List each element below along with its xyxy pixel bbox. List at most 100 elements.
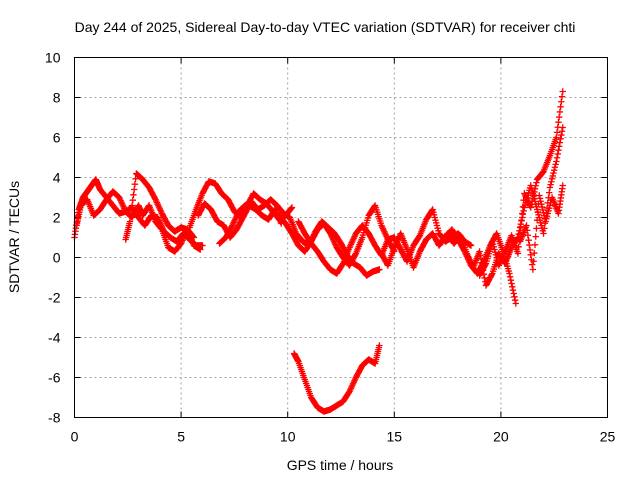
- data-point: [558, 131, 565, 139]
- series-track-i: [290, 342, 383, 415]
- data-point: [557, 103, 564, 111]
- series-track-c: [122, 170, 204, 253]
- data-point: [551, 164, 559, 171]
- data-point: [528, 198, 536, 205]
- data-point: [506, 273, 514, 281]
- y-tick-label: 2: [53, 210, 61, 226]
- data-point: [551, 166, 558, 174]
- data-point: [552, 161, 559, 168]
- y-tick-label: 0: [53, 250, 61, 266]
- data-point: [558, 93, 566, 100]
- data-point: [511, 293, 518, 301]
- data-point: [516, 224, 524, 231]
- series-track-m: [516, 182, 566, 273]
- data-point: [131, 180, 139, 188]
- y-axis-label: SDTVAR / TECUs: [6, 181, 22, 293]
- data-point: [555, 143, 563, 150]
- data-point: [511, 296, 519, 304]
- data-point: [529, 194, 537, 202]
- x-tick-label: 5: [177, 429, 185, 445]
- series-track-g: [275, 202, 398, 269]
- data-point: [127, 212, 134, 220]
- data-point: [540, 209, 547, 217]
- x-tick-label: 15: [387, 429, 403, 445]
- data-point: [531, 249, 538, 257]
- data-point: [526, 241, 533, 249]
- data-point: [482, 261, 489, 269]
- data-point: [197, 246, 204, 253]
- data-point: [553, 129, 561, 136]
- data-point: [548, 178, 555, 185]
- data-point: [546, 189, 553, 196]
- data-point: [554, 150, 561, 158]
- data-point: [523, 222, 530, 229]
- chart-title: Day 244 of 2025, Sidereal Day-to-day VTE…: [75, 19, 576, 35]
- data-point: [524, 232, 532, 239]
- data-point: [553, 158, 560, 165]
- data-point: [531, 241, 539, 249]
- y-tick-label: -4: [48, 330, 61, 346]
- y-tick-label: 10: [45, 50, 61, 66]
- data-point: [536, 192, 543, 199]
- data-point: [371, 203, 378, 210]
- data-point: [533, 179, 540, 186]
- data-point: [547, 181, 554, 188]
- x-axis-label: GPS time / hours: [287, 457, 394, 473]
- data-point: [288, 205, 295, 212]
- x-tick-label: 25: [600, 429, 616, 445]
- data-point: [477, 252, 484, 259]
- y-tick-label: 4: [53, 170, 61, 186]
- data-point: [527, 204, 534, 211]
- data-point: [533, 225, 540, 232]
- data-point: [559, 182, 566, 189]
- data-point: [515, 243, 522, 251]
- data-point: [525, 236, 532, 244]
- data-point: [549, 172, 556, 180]
- series-track-f: [216, 196, 383, 279]
- data-point: [477, 255, 485, 263]
- data-point: [199, 242, 206, 249]
- y-tick-label: -6: [48, 370, 61, 386]
- data-point: [555, 118, 562, 126]
- data-point: [556, 108, 564, 116]
- data-point: [555, 113, 563, 121]
- data-layer: [71, 88, 566, 415]
- data-point: [132, 175, 139, 183]
- x-tick-label: 20: [493, 429, 509, 445]
- data-point: [478, 259, 485, 267]
- data-point: [531, 188, 538, 196]
- data-point: [228, 223, 235, 231]
- data-point: [538, 200, 545, 208]
- data-point: [546, 184, 554, 191]
- data-point: [523, 227, 531, 234]
- data-point: [532, 233, 539, 240]
- data-point: [534, 208, 542, 216]
- data-point: [553, 134, 560, 141]
- data-point: [530, 191, 537, 199]
- data-point: [536, 195, 544, 202]
- data-point: [533, 216, 541, 224]
- data-point: [509, 286, 517, 294]
- data-point: [376, 266, 383, 273]
- series-track-b: [73, 188, 198, 255]
- data-point: [512, 300, 520, 307]
- data-point: [540, 230, 547, 237]
- data-point: [339, 261, 346, 268]
- data-point: [126, 218, 134, 225]
- data-point: [129, 196, 136, 204]
- data-point: [538, 203, 546, 211]
- data-point: [288, 204, 296, 211]
- data-point: [507, 276, 515, 284]
- y-tick-label: 6: [53, 130, 61, 146]
- y-tick-label: -2: [48, 290, 61, 306]
- data-point: [529, 266, 537, 273]
- x-tick-label: 10: [280, 429, 296, 445]
- data-point: [548, 175, 556, 183]
- data-point: [558, 98, 565, 105]
- plot-frame: [74, 57, 608, 418]
- data-point: [557, 135, 564, 143]
- data-point: [518, 216, 525, 224]
- data-point: [128, 207, 135, 215]
- data-point: [509, 283, 516, 291]
